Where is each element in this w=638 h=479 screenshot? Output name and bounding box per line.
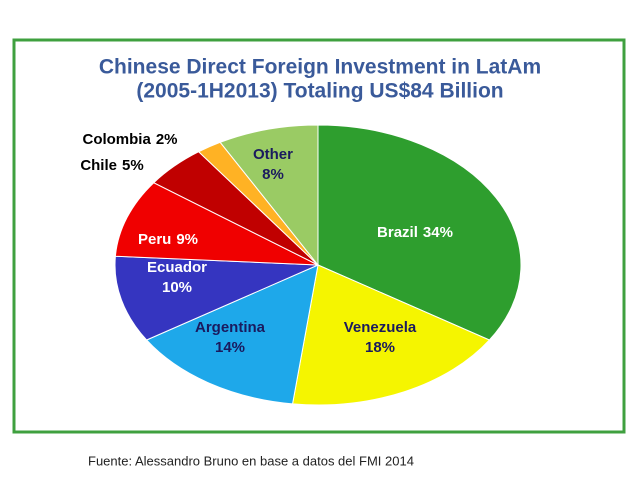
pie-slice — [219, 124, 319, 267]
value-label: 34% — [423, 224, 453, 241]
value-label: 14% — [215, 339, 245, 356]
category-label: Brazil — [377, 224, 418, 241]
value-label: 9% — [176, 231, 198, 248]
category-label: Peru — [138, 231, 171, 248]
value-label: 5% — [122, 157, 144, 174]
slice-label: Colombia 2% — [82, 131, 177, 148]
slice-label: Brazil 34% — [377, 224, 453, 241]
pie-slice — [114, 182, 319, 266]
value-label: 2% — [156, 131, 178, 148]
pie-slice — [291, 264, 491, 406]
value-label: 18% — [365, 339, 395, 356]
category-label: Other — [253, 146, 293, 163]
chart-title: Chinese Direct Foreign Investment in Lat… — [99, 56, 541, 79]
pie-slice — [145, 264, 319, 405]
chart-subtitle: (2005-1H2013) Totaling US$84 Billion — [136, 80, 503, 103]
category-label: Chile — [80, 157, 117, 174]
slice-label: Peru 9% — [138, 231, 198, 248]
pie-slice — [114, 255, 319, 341]
pie-slice — [317, 124, 522, 341]
pie: Brazil 34% Venezuela 18% Argentina 14% Ecuador… — [80, 124, 522, 406]
value-label: 8% — [262, 166, 284, 183]
slice-label: Chile 5% — [80, 157, 143, 174]
category-label: Argentina — [195, 319, 266, 336]
category-label: Colombia — [82, 131, 151, 148]
category-label: Venezuela — [344, 319, 417, 336]
category-label: Ecuador — [147, 259, 207, 276]
source-note: Fuente: Alessandro Bruno en base a datos… — [88, 453, 414, 468]
value-label: 10% — [162, 279, 192, 296]
